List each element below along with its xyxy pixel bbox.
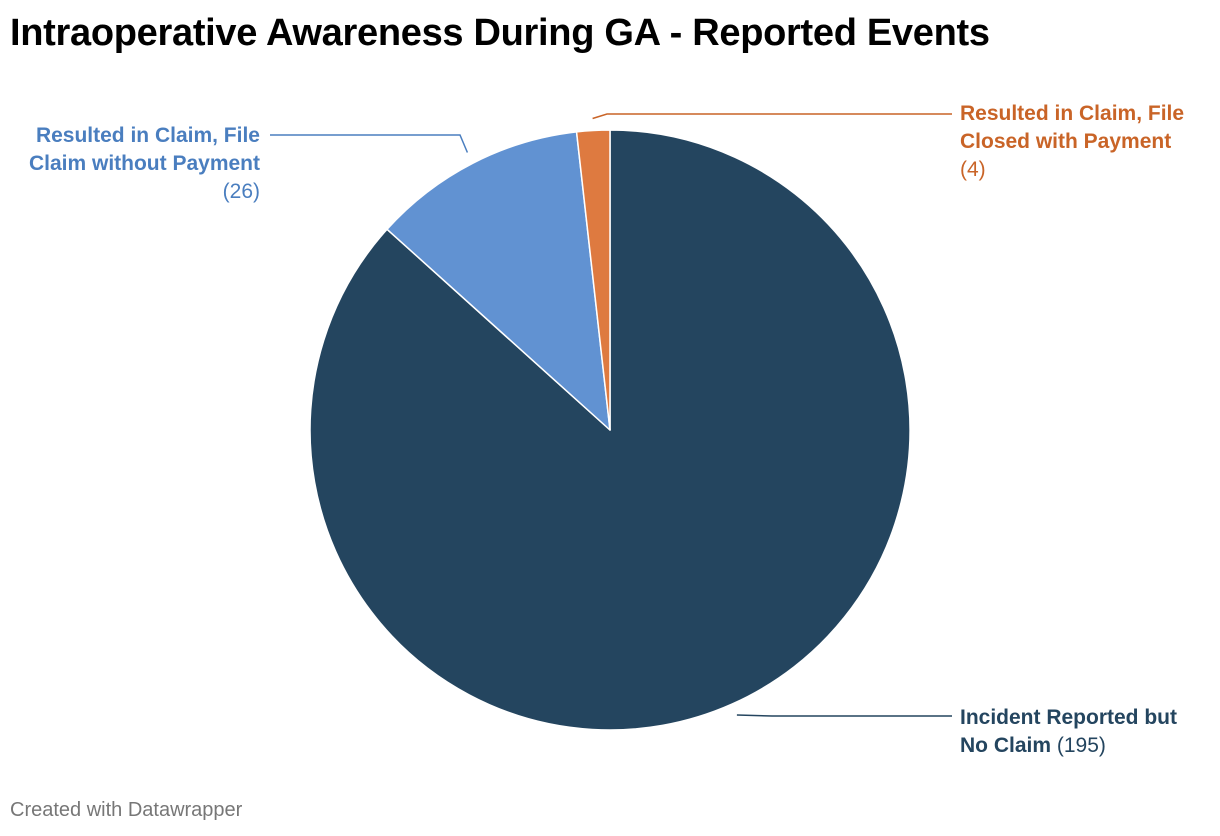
- chart-title: Intraoperative Awareness During GA - Rep…: [10, 12, 990, 54]
- slice-label-no-claim: Incident Reported but No Claim (195): [960, 704, 1210, 760]
- pie-slice-closed-with-payment: [575, 129, 611, 431]
- slice-label-closed-with-payment-name: Resulted in Claim, File Closed with Paym…: [960, 102, 1185, 153]
- leader-line-no-claim: [736, 714, 952, 717]
- pie-slice-claim-without-payment: [386, 131, 611, 431]
- leader-line-closed-with-payment: [592, 113, 952, 120]
- slice-label-claim-without-payment: Resulted in Claim, File Claim without Pa…: [10, 122, 260, 206]
- slice-label-no-claim-value: (195): [1056, 734, 1106, 757]
- slice-label-claim-without-payment-name: Resulted in Claim, File Claim without Pa…: [28, 124, 260, 175]
- footer-credit: Created with Datawrapper: [10, 799, 243, 821]
- slice-label-closed-with-payment-value: (4): [960, 158, 986, 181]
- slice-label-claim-without-payment-value: (26): [222, 180, 260, 203]
- slice-label-closed-with-payment: Resulted in Claim, File Closed with Paym…: [960, 100, 1210, 184]
- slice-label-no-claim-name: Incident Reported but No Claim: [960, 706, 1177, 757]
- leader-line-claim-without-payment: [270, 134, 469, 153]
